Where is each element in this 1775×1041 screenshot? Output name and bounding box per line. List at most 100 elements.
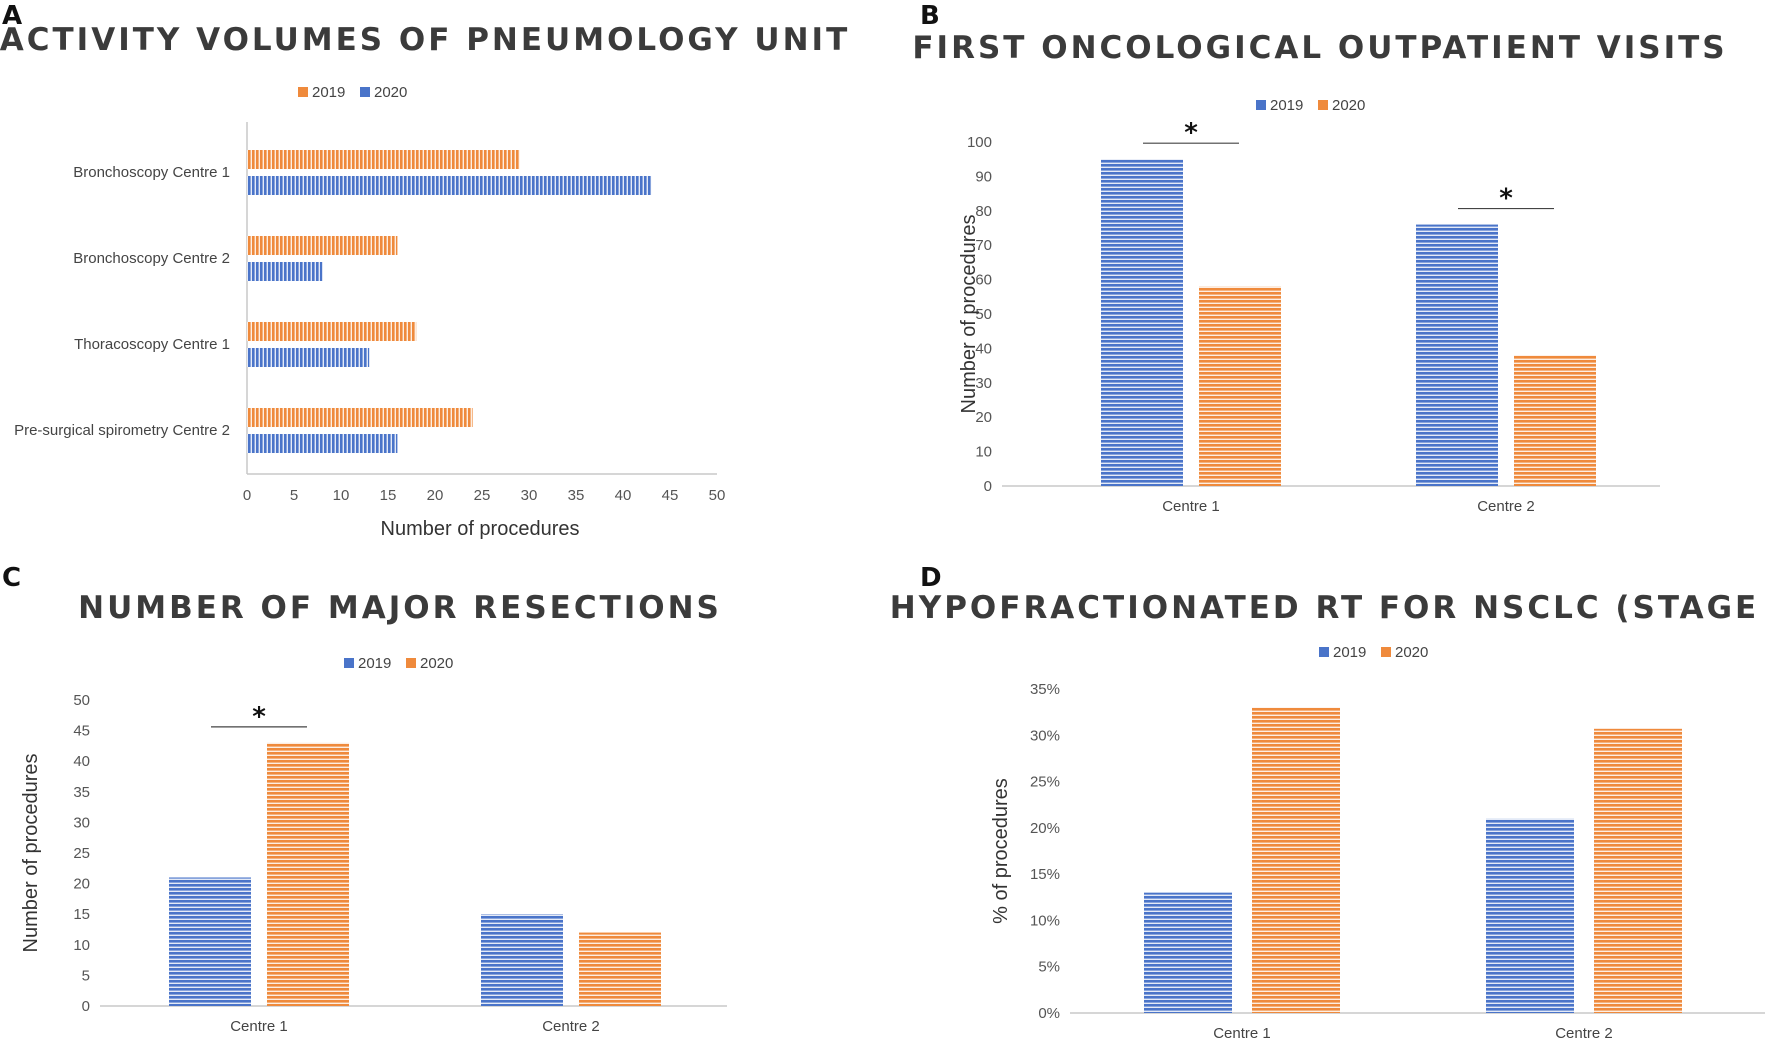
y-tick-label: 20% <box>1030 820 1060 837</box>
bar <box>1416 224 1498 486</box>
bar <box>169 877 251 1006</box>
y-tick-label: 60 <box>975 272 992 289</box>
y-tick-label: 5 <box>82 967 90 984</box>
legend-swatch <box>1318 100 1328 110</box>
x-tick-label: 0 <box>243 487 251 504</box>
y-tick-label: 50 <box>73 692 90 709</box>
bar <box>247 236 398 255</box>
x-tick-label: 15 <box>380 487 397 504</box>
category-label: Bronchoscopy Centre 1 <box>73 164 230 181</box>
bar <box>247 434 398 453</box>
y-tick-label: 35% <box>1030 681 1060 698</box>
panel-letter: B <box>920 1 940 31</box>
legend-swatch <box>1319 647 1329 657</box>
y-tick-label: 25 <box>73 845 90 862</box>
legend-label: 2019 <box>1333 644 1366 661</box>
y-tick-label: 15 <box>73 906 90 923</box>
y-tick-label: 35 <box>73 784 90 801</box>
y-tick-label: 40 <box>975 340 992 357</box>
legend-swatch <box>360 87 370 97</box>
y-tick-label: 45 <box>73 723 90 740</box>
category-label: Pre-surgical spirometry Centre 2 <box>14 422 230 439</box>
y-tick-label: 10% <box>1030 912 1060 929</box>
significance-star: * <box>1499 184 1513 214</box>
y-tick-label: 0 <box>82 998 90 1015</box>
bar <box>247 262 323 281</box>
legend-label: 2019 <box>312 84 345 101</box>
x-tick-label: 40 <box>615 487 632 504</box>
bar <box>1594 728 1682 1013</box>
legend-swatch <box>406 658 416 668</box>
panel-letter: C <box>2 563 21 593</box>
chart-title: ACTIVITY VOLUMES OF PNEUMOLOGY UNIT <box>0 22 850 58</box>
bar <box>247 348 370 367</box>
y-axis-title: Number of procedures <box>20 754 42 953</box>
legend-label: 2020 <box>420 655 453 672</box>
y-tick-label: 40 <box>73 753 90 770</box>
panel-letter: D <box>920 563 942 593</box>
bar <box>1101 159 1183 486</box>
y-tick-label: 20 <box>73 876 90 893</box>
x-tick-label: 30 <box>521 487 538 504</box>
x-tick-label: 35 <box>568 487 585 504</box>
bar <box>1144 892 1232 1013</box>
y-tick-label: 5% <box>1038 959 1060 976</box>
bar <box>1514 355 1596 486</box>
legend-swatch <box>1381 647 1391 657</box>
x-tick-label: 50 <box>709 487 726 504</box>
chart-title: HYPOFRACTIONATED RT FOR NSCLC (STAGE I-I… <box>890 590 1775 626</box>
bar <box>579 932 661 1006</box>
x-tick-label: 10 <box>333 487 350 504</box>
y-tick-label: 30 <box>73 814 90 831</box>
legend-label: 2019 <box>358 655 391 672</box>
bar <box>1486 818 1574 1013</box>
y-tick-label: 80 <box>975 203 992 220</box>
significance-star: * <box>1184 118 1198 148</box>
bar <box>267 742 349 1006</box>
y-tick-label: 10 <box>975 444 992 461</box>
category-label: Centre 2 <box>1477 498 1535 515</box>
bar <box>481 914 563 1006</box>
y-tick-label: 0% <box>1038 1005 1060 1022</box>
legend-swatch <box>344 658 354 668</box>
y-tick-label: 70 <box>975 237 992 254</box>
x-axis-title: Number of procedures <box>381 518 580 540</box>
y-tick-label: 50 <box>975 306 992 323</box>
bar <box>1252 707 1340 1013</box>
chart-title: NUMBER OF MAJOR RESECTIONS <box>78 590 722 626</box>
legend-label: 2019 <box>1270 97 1303 114</box>
chart-title: FIRST ONCOLOGICAL OUTPATIENT VISITS <box>912 30 1727 66</box>
category-label: Centre 1 <box>1162 498 1220 515</box>
bar <box>247 150 520 169</box>
y-axis-title: % of procedures <box>990 778 1012 924</box>
y-tick-label: 30 <box>975 375 992 392</box>
category-label: Thoracoscopy Centre 1 <box>74 336 230 353</box>
x-tick-label: 20 <box>427 487 444 504</box>
bar <box>247 176 652 195</box>
significance-star: * <box>252 702 266 732</box>
panel-letter: A <box>2 1 22 31</box>
y-tick-label: 20 <box>975 409 992 426</box>
bar <box>1199 286 1281 486</box>
bar <box>247 408 473 427</box>
y-tick-label: 30% <box>1030 727 1060 744</box>
x-tick-label: 5 <box>290 487 298 504</box>
y-tick-label: 100 <box>967 134 992 151</box>
y-tick-label: 0 <box>984 478 992 495</box>
category-label: Centre 2 <box>542 1018 600 1035</box>
x-tick-label: 45 <box>662 487 679 504</box>
category-label: Centre 1 <box>230 1018 288 1035</box>
y-tick-label: 15% <box>1030 866 1060 883</box>
category-label: Bronchoscopy Centre 2 <box>73 250 230 267</box>
legend-swatch <box>1256 100 1266 110</box>
legend-swatch <box>298 87 308 97</box>
y-tick-label: 25% <box>1030 774 1060 791</box>
category-label: Centre 2 <box>1555 1025 1613 1041</box>
x-tick-label: 25 <box>474 487 491 504</box>
legend-label: 2020 <box>374 84 407 101</box>
y-tick-label: 10 <box>73 937 90 954</box>
bar <box>247 322 417 341</box>
